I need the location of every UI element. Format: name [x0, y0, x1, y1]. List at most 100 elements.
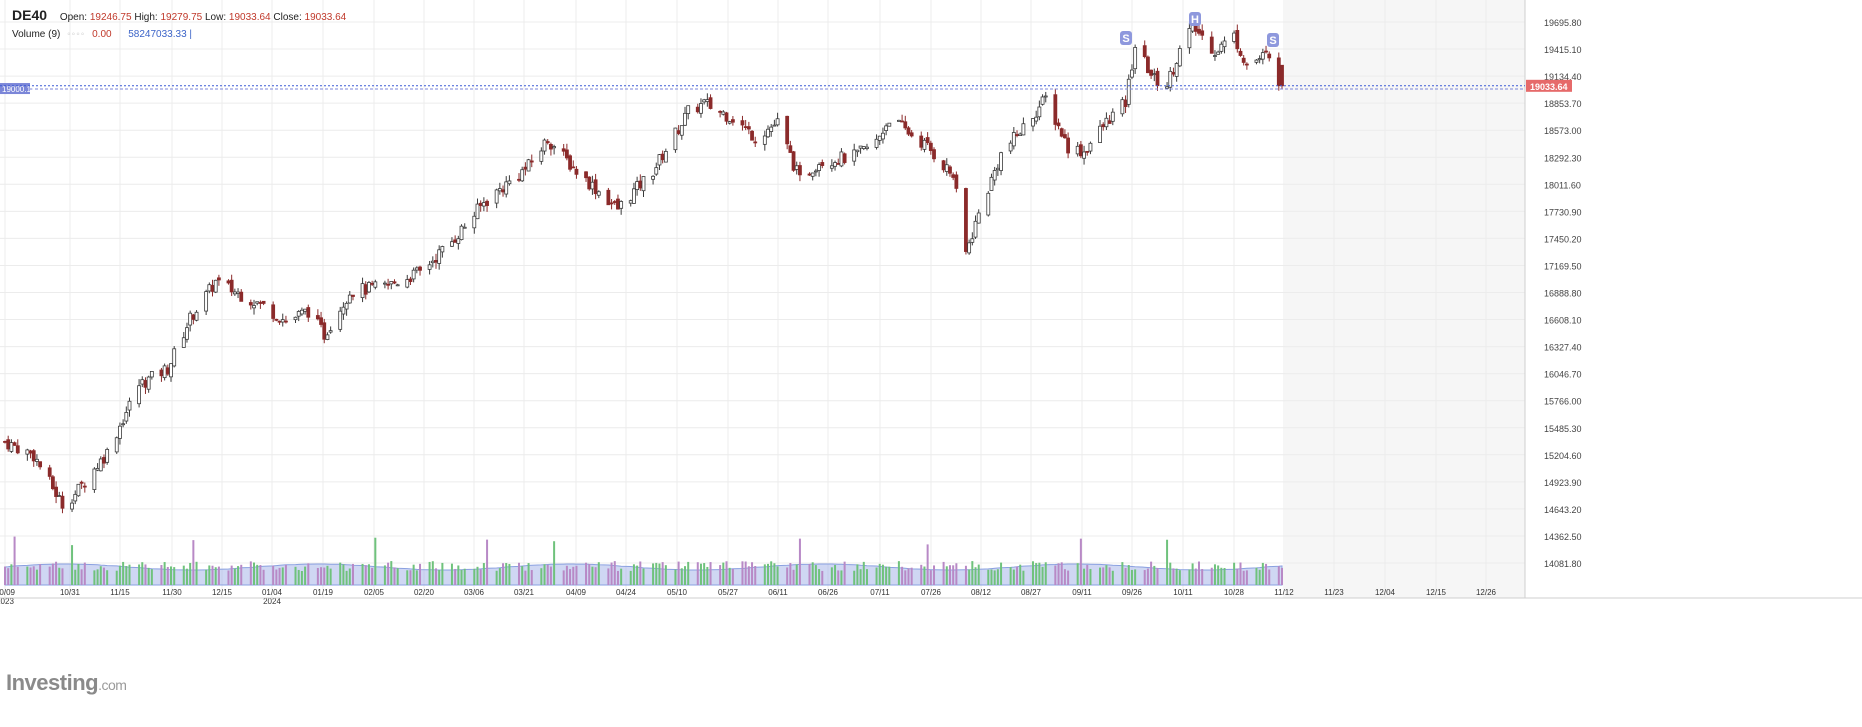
candle-body — [207, 284, 212, 292]
candle-body — [57, 495, 62, 497]
candle-body — [261, 300, 266, 304]
volume-bar — [751, 562, 754, 585]
candle-body — [322, 322, 327, 340]
volume-bar — [450, 563, 453, 585]
volume-bar — [971, 561, 974, 585]
candle-body — [434, 260, 438, 263]
candle-body — [293, 316, 298, 321]
candle-body — [1149, 69, 1154, 76]
candle-body — [1142, 45, 1147, 58]
x-tick-label: 10/09 — [0, 588, 16, 597]
pattern-marker — [1120, 31, 1132, 45]
volume-bar — [521, 566, 524, 585]
candle-body — [6, 439, 11, 450]
x-tick-label: 11/12 — [1274, 588, 1294, 597]
volume-bar — [473, 568, 476, 585]
candle-body — [1216, 51, 1221, 55]
volume-bar — [553, 541, 556, 585]
candle-body — [277, 320, 282, 323]
volume-settings-dots[interactable]: ◦◦◦◦ — [67, 29, 86, 40]
candle-body — [25, 449, 30, 455]
candle-body — [686, 105, 691, 114]
candle-body — [1187, 28, 1192, 49]
volume-bar — [230, 565, 233, 585]
volume-bar — [597, 562, 600, 585]
volume-bar — [249, 561, 252, 585]
candle-body — [909, 132, 914, 137]
candle-body — [31, 450, 36, 462]
volume-bar — [262, 569, 265, 585]
volume-bar — [1210, 567, 1213, 585]
candle-body — [60, 495, 65, 509]
volume-bar — [996, 569, 999, 585]
volume-bar — [655, 562, 658, 585]
candle-body — [746, 126, 751, 130]
candle-body — [1133, 47, 1138, 70]
volume-bar — [789, 563, 792, 585]
candle-body — [1238, 50, 1243, 56]
candle-body — [683, 112, 687, 126]
candle-body — [1031, 118, 1035, 127]
candle-body — [478, 202, 483, 206]
candle-body — [727, 121, 732, 124]
volume-bar — [1143, 570, 1146, 585]
volume-bar — [387, 562, 390, 585]
volume-bar — [853, 570, 856, 585]
candle-body — [1021, 123, 1026, 136]
candle-body — [1056, 122, 1061, 127]
candle-body — [568, 155, 572, 170]
volume-bar — [118, 565, 121, 585]
candle-body — [92, 468, 97, 490]
volume-bar — [83, 562, 86, 585]
volume-bar — [58, 567, 61, 585]
candle-body — [1276, 57, 1281, 87]
volume-bar — [396, 568, 399, 585]
candle-body — [564, 149, 569, 159]
candle-body — [663, 151, 668, 163]
candle-body — [252, 305, 256, 309]
y-tick-label: 14081.80 — [1544, 559, 1582, 569]
candle-body — [1260, 52, 1265, 60]
volume-bar — [834, 564, 837, 585]
candle-body — [807, 173, 812, 176]
volume-bar — [585, 562, 588, 585]
volume-bar — [1220, 567, 1223, 585]
candle-body — [124, 412, 129, 422]
volume-bar — [192, 540, 195, 585]
candle-body — [829, 165, 834, 169]
candle-body — [612, 201, 617, 203]
volume-bar — [409, 570, 412, 585]
volume-bar — [904, 570, 907, 585]
candle-body — [143, 380, 148, 388]
candle-body — [941, 160, 946, 171]
volume-bar — [476, 566, 479, 585]
candle-body — [1101, 124, 1106, 128]
candle-body — [628, 200, 633, 204]
candle-body — [1264, 50, 1268, 53]
candle-body — [657, 154, 662, 166]
candle-body — [344, 302, 349, 310]
candle-body — [999, 152, 1003, 171]
candle-body — [542, 139, 547, 152]
volume-bar — [610, 562, 613, 585]
y-tick-label: 14362.50 — [1544, 532, 1582, 542]
volume-bar — [1268, 569, 1271, 585]
volume-bar — [233, 568, 236, 585]
candle-body — [897, 119, 901, 122]
candle-body — [852, 149, 857, 162]
candle-body — [373, 281, 378, 288]
volume-bar — [964, 565, 967, 585]
y-tick-label: 17730.90 — [1544, 207, 1582, 217]
candle-body — [280, 319, 285, 323]
volume-bar — [1265, 563, 1268, 585]
candle-body — [1107, 120, 1112, 124]
candle-body — [1085, 150, 1090, 153]
candle-body — [54, 486, 58, 497]
candle-body — [405, 279, 410, 288]
candle-body — [593, 179, 598, 195]
volume-bar — [1245, 570, 1248, 585]
candle-body — [702, 99, 707, 103]
volume-bar — [948, 565, 951, 585]
